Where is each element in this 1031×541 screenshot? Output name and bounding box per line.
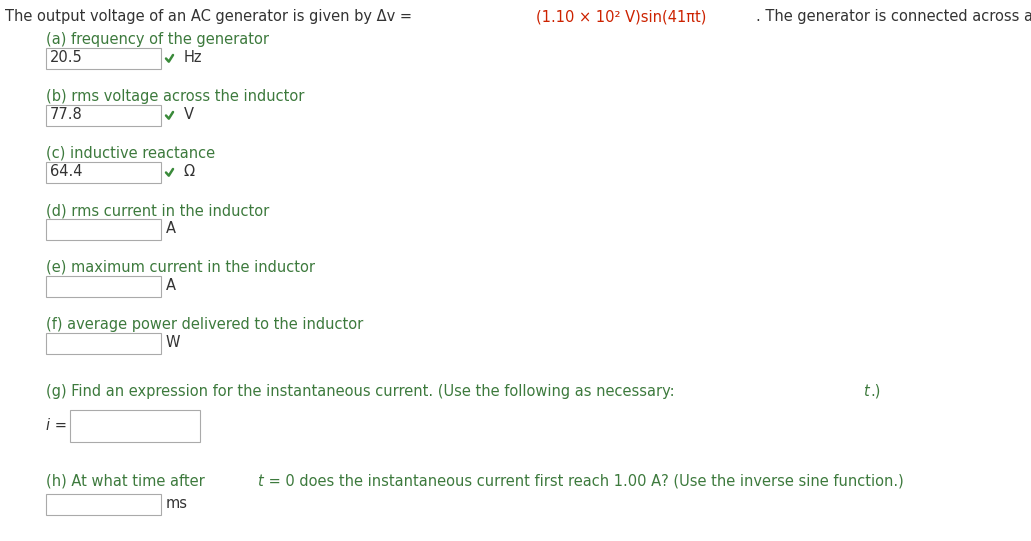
Text: (1.10 × 10² V)sin(41πt): (1.10 × 10² V)sin(41πt): [536, 9, 706, 24]
Text: t: t: [257, 474, 263, 489]
Text: ms: ms: [166, 496, 188, 511]
Text: V: V: [184, 107, 194, 122]
Text: Ω: Ω: [184, 164, 195, 179]
Text: (e) maximum current in the inductor: (e) maximum current in the inductor: [46, 260, 315, 275]
Text: The output voltage of an AC generator is given by Δv =: The output voltage of an AC generator is…: [5, 9, 417, 24]
FancyBboxPatch shape: [70, 410, 200, 442]
Text: t: t: [863, 384, 869, 399]
Text: A: A: [166, 278, 176, 293]
Text: 64.4: 64.4: [49, 164, 82, 179]
Text: . The generator is connected across a 0.500 H inductor. Find the following.: . The generator is connected across a 0.…: [756, 9, 1031, 24]
Text: (a) frequency of the generator: (a) frequency of the generator: [46, 32, 269, 47]
FancyBboxPatch shape: [46, 494, 161, 515]
FancyBboxPatch shape: [46, 276, 161, 297]
Text: (c) inductive reactance: (c) inductive reactance: [46, 146, 215, 161]
Text: A: A: [166, 221, 176, 236]
Text: Hz: Hz: [184, 50, 202, 65]
FancyBboxPatch shape: [46, 162, 161, 183]
Text: (f) average power delivered to the inductor: (f) average power delivered to the induc…: [46, 317, 363, 332]
Text: 77.8: 77.8: [49, 107, 82, 122]
Text: i =: i =: [46, 418, 67, 432]
Text: (g) Find an expression for the instantaneous current. (Use the following as nece: (g) Find an expression for the instantan…: [46, 384, 679, 399]
Text: = 0 does the instantaneous current first reach 1.00 A? (Use the inverse sine fun: = 0 does the instantaneous current first…: [264, 474, 904, 489]
FancyBboxPatch shape: [46, 105, 161, 126]
Text: .): .): [870, 384, 880, 399]
Text: (b) rms voltage across the inductor: (b) rms voltage across the inductor: [46, 89, 304, 104]
FancyBboxPatch shape: [46, 333, 161, 354]
FancyBboxPatch shape: [46, 219, 161, 240]
Text: W: W: [166, 335, 180, 350]
Text: (d) rms current in the inductor: (d) rms current in the inductor: [46, 203, 269, 218]
Text: (h) At what time after: (h) At what time after: [46, 474, 209, 489]
Text: 20.5: 20.5: [49, 50, 82, 65]
FancyBboxPatch shape: [46, 48, 161, 69]
